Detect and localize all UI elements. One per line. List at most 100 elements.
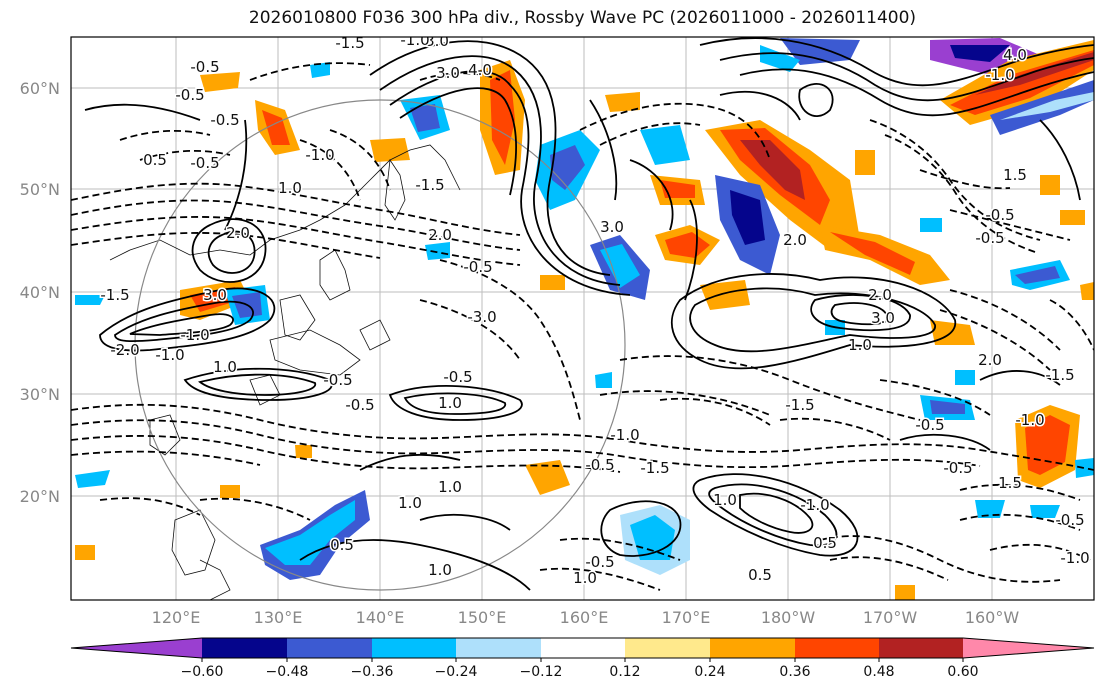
chart-title: 2026010800 F036 300 hPa div., Rossby Wav… bbox=[248, 8, 917, 28]
contour-label: -2.0 bbox=[110, 341, 139, 359]
contour-label: -0.5 bbox=[210, 111, 239, 129]
lon-tick-label: 160°E bbox=[560, 608, 609, 627]
colorbar-tick-label: 0.12 bbox=[609, 664, 640, 680]
colorbar-tick-label: 0.36 bbox=[779, 664, 810, 680]
contour-label: -3.0 bbox=[467, 308, 496, 326]
contour-label: -1.5 bbox=[640, 459, 669, 477]
contour-label: -0.5 bbox=[190, 154, 219, 172]
lat-tick-label: 60°N bbox=[20, 79, 60, 98]
contour-label: 4.0 bbox=[1003, 46, 1027, 64]
lat-tick-label: 40°N bbox=[20, 283, 60, 302]
contour-label: -1.0 bbox=[985, 66, 1014, 84]
contour-label: 1.0 bbox=[848, 336, 872, 354]
map-panel: -1.5 3.04.03.0-1.0-0.5-0.50.5 -0.5-0.5-1.0… bbox=[71, 31, 1094, 600]
colorbar-extend-min bbox=[71, 638, 202, 658]
contour-label: -1.0 bbox=[305, 146, 334, 164]
dashed-contours bbox=[71, 62, 1094, 591]
lat-tick-label: 20°N bbox=[20, 487, 60, 506]
contour-label: 0.5 bbox=[748, 566, 772, 584]
contour-label: 1.0 bbox=[213, 358, 237, 376]
lon-tick-label: 120°E bbox=[152, 608, 201, 627]
contour-label: -0.5 bbox=[585, 456, 614, 474]
contour-label: -0.5 bbox=[463, 258, 492, 276]
colorbar-segment bbox=[202, 638, 287, 658]
colorbar-segment bbox=[879, 638, 963, 658]
colorbar-tick-label: 0.48 bbox=[863, 664, 894, 680]
contour-label: -1.0 bbox=[180, 326, 209, 344]
contour-label: -0.5 bbox=[585, 553, 614, 571]
colorbar-segment bbox=[710, 638, 795, 658]
lat-tick-label: 30°N bbox=[20, 385, 60, 404]
contour-label: -0.5 bbox=[443, 368, 472, 386]
colorbar-extend-max bbox=[963, 638, 1094, 658]
contour-label: 1.0 bbox=[438, 394, 462, 412]
colorbar-tick-label: −0.60 bbox=[181, 664, 224, 680]
contour-label: 2.0 bbox=[428, 226, 452, 244]
contour-label: 1.5 bbox=[998, 474, 1022, 492]
colorbar: −0.60 −0.48 −0.36 −0.24 −0.12 0.12 0.24 … bbox=[70, 637, 1095, 680]
colorbar-segment bbox=[287, 638, 372, 658]
contour-label: -1.0 bbox=[610, 426, 639, 444]
contour-label: 0.5 bbox=[143, 151, 167, 169]
colorbar-tick-label: −0.36 bbox=[351, 664, 394, 680]
colorbar-segments bbox=[70, 637, 1095, 662]
colorbar-tick-label: −0.48 bbox=[266, 664, 309, 680]
contour-label: -1.0 bbox=[800, 496, 829, 514]
colorbar-tick-label: −0.12 bbox=[520, 664, 563, 680]
contour-label: 1.0 bbox=[278, 179, 302, 197]
longitude-axis: 120°E 130°E 140°E 150°E 160°E 170°E 180°… bbox=[152, 608, 1020, 627]
contour-labels: -1.5 3.04.03.0-1.0-0.5-0.50.5 -0.5-0.5-1.0… bbox=[99, 31, 1091, 589]
colorbar-segment bbox=[456, 638, 541, 658]
contour-label: 1.5 bbox=[1003, 166, 1027, 184]
contour-label: -0.5 bbox=[943, 459, 972, 477]
contour-label: -1.5 bbox=[785, 396, 814, 414]
colorbar-tick-labels: −0.60 −0.48 −0.36 −0.24 −0.12 0.12 0.24 … bbox=[181, 664, 979, 680]
contour-label: -0.5 bbox=[345, 396, 374, 414]
contour-label: -1.5 bbox=[100, 286, 129, 304]
lon-tick-label: 140°E bbox=[356, 608, 405, 627]
colorbar-segment bbox=[372, 638, 456, 658]
contour-label: -1.0 bbox=[155, 346, 184, 364]
contour-label: 1.0 bbox=[438, 478, 462, 496]
colorbar-tick-label: 0.24 bbox=[694, 664, 725, 680]
lat-tick-label: 50°N bbox=[20, 180, 60, 199]
contour-label: -1.0 bbox=[400, 31, 429, 49]
lon-tick-label: 150°E bbox=[458, 608, 507, 627]
lon-tick-label: 170°E bbox=[662, 608, 711, 627]
contour-label: -0.5 bbox=[975, 229, 1004, 247]
contour-label: -1.5 bbox=[1045, 366, 1074, 384]
contour-label: 0.5 bbox=[330, 536, 354, 554]
contour-label: 3.0 bbox=[425, 32, 449, 50]
lon-tick-label: 180°W bbox=[761, 608, 816, 627]
contour-label: 2.0 bbox=[783, 231, 807, 249]
colorbar-tick-label: 0.60 bbox=[947, 664, 978, 680]
contour-label: 3.0 bbox=[600, 218, 624, 236]
contour-label: 3.0 bbox=[436, 64, 460, 82]
colorbar-tick-label: −0.24 bbox=[435, 664, 478, 680]
polar-circle bbox=[134, 99, 626, 591]
divergence-shading bbox=[75, 38, 1094, 600]
contour-label: 2.0 bbox=[226, 224, 250, 242]
contour-label: -1.5 bbox=[415, 176, 444, 194]
contour-label: -0.5 bbox=[175, 86, 204, 104]
colorbar-segment bbox=[795, 638, 879, 658]
contour-label: 1.0 bbox=[713, 491, 737, 509]
contour-label: -0.5 bbox=[323, 371, 352, 389]
contour-label: 1.0 bbox=[573, 569, 597, 587]
latitude-axis: 60°N 50°N 40°N 30°N 20°N bbox=[20, 79, 60, 506]
contour-label: 1.0 bbox=[398, 494, 422, 512]
contour-label: 4.0 bbox=[468, 61, 492, 79]
contour-label: 2.0 bbox=[868, 286, 892, 304]
colorbar-segment bbox=[541, 638, 625, 658]
contour-label: -0.5 bbox=[1055, 511, 1084, 529]
colorbar-segment bbox=[625, 638, 710, 658]
lon-tick-label: 160°W bbox=[965, 608, 1020, 627]
contour-label: -0.5 bbox=[190, 58, 219, 76]
contour-label: 3.0 bbox=[871, 309, 895, 327]
contour-label: -0.5 bbox=[985, 206, 1014, 224]
solid-contours bbox=[84, 37, 1094, 591]
contour-label: -1.0 bbox=[1060, 549, 1089, 567]
lon-tick-label: 130°E bbox=[254, 608, 303, 627]
contour-label: -1.0 bbox=[1015, 411, 1044, 429]
contour-label: 1.0 bbox=[428, 561, 452, 579]
